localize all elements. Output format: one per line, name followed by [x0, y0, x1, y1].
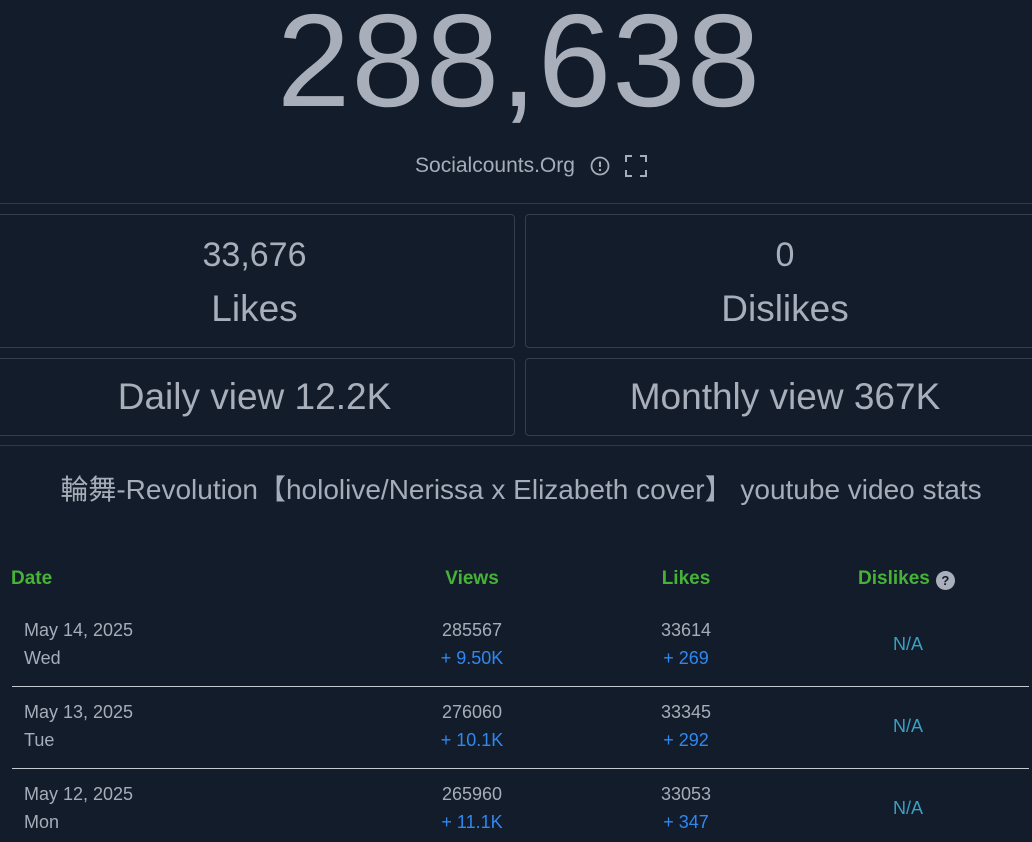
likes-card: 33,676 Likes	[0, 214, 515, 348]
row-dislikes: N/A	[892, 716, 923, 736]
row-dislikes: N/A	[892, 634, 923, 654]
views-delta: + 10.1K	[440, 730, 504, 750]
views-total: 276060	[441, 702, 503, 722]
row-dislikes: N/A	[892, 798, 923, 818]
view-counter: 288,638	[276, 0, 762, 134]
likes-total: 33614	[660, 620, 712, 640]
likes-total: 33345	[660, 702, 712, 722]
dislikes-label: Dislikes	[721, 288, 849, 329]
row-views: 276060 + 10.1K	[392, 698, 552, 754]
table-row: May 13, 2025 Tue 276060 + 10.1K 33345 + …	[12, 686, 1029, 768]
likes-delta: + 347	[663, 812, 709, 832]
row-views: 265960 + 11.1K	[392, 780, 552, 836]
views-total: 285567	[441, 620, 503, 640]
likes-delta: + 292	[663, 730, 709, 750]
likes-count: 33,676	[202, 236, 307, 274]
row-likes: 33614 + 269	[606, 616, 766, 672]
question-icon[interactable]: ?	[935, 571, 955, 590]
table-row: May 12, 2025 Mon 265960 + 11.1K 33053 + …	[12, 768, 1029, 842]
column-header-views: Views	[445, 568, 499, 589]
likes-total: 33053	[660, 784, 712, 804]
row-date: May 14, 2025 Wed	[24, 616, 133, 672]
views-delta: + 11.1K	[441, 812, 503, 832]
row-date: May 12, 2025 Mon	[24, 780, 133, 836]
views-delta: + 9.50K	[440, 648, 504, 668]
dislikes-count: 0	[775, 236, 795, 274]
source-label: Socialcounts.Org	[415, 154, 575, 177]
column-header-likes: Likes	[661, 568, 711, 589]
row-likes: 33053 + 347	[606, 780, 766, 836]
dislikes-card: 0 Dislikes	[525, 214, 1032, 348]
divider	[0, 445, 1032, 446]
likes-delta: + 269	[663, 648, 709, 668]
row-day-text: Mon	[24, 812, 60, 832]
views-total: 265960	[441, 784, 503, 804]
row-date-text: May 14, 2025	[24, 620, 134, 640]
row-divider	[12, 768, 1029, 769]
monthly-view-card: Monthly view 367K	[525, 358, 1032, 436]
row-day-text: Wed	[24, 648, 61, 668]
info-circle-icon[interactable]	[589, 155, 611, 177]
fullscreen-icon[interactable]	[624, 155, 647, 177]
table-row: May 14, 2025 Wed 285567 + 9.50K 33614 + …	[12, 604, 1029, 686]
video-title: 輪舞-Revolution【hololive/Nerissa x Elizabe…	[60, 474, 982, 505]
monthly-view-text: Monthly view 367K	[629, 376, 941, 417]
row-date-text: May 12, 2025	[24, 784, 134, 804]
likes-label: Likes	[211, 288, 298, 329]
counter-source-row: Socialcounts.Org	[0, 150, 1032, 182]
column-header-dislikes-label: Dislikes	[858, 568, 930, 589]
column-header-dislikes: Dislikes ?	[858, 568, 955, 590]
daily-view-card: Daily view 12.2K	[0, 358, 515, 436]
column-header-date: Date	[11, 568, 53, 589]
row-divider	[12, 686, 1029, 687]
row-views: 285567 + 9.50K	[392, 616, 552, 672]
row-likes: 33345 + 292	[606, 698, 766, 754]
divider	[0, 203, 1032, 204]
row-day-text: Tue	[24, 730, 55, 750]
row-date: May 13, 2025 Tue	[24, 698, 133, 754]
row-date-text: May 13, 2025	[24, 702, 134, 722]
daily-view-text: Daily view 12.2K	[117, 376, 392, 417]
